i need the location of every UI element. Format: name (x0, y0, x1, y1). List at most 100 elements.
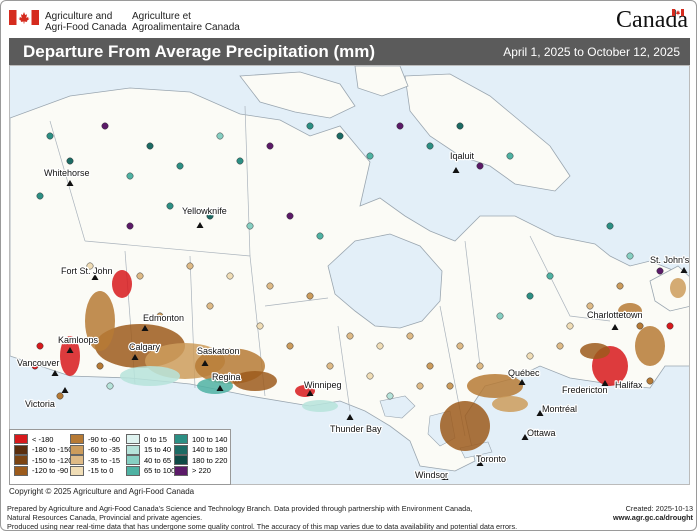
source-url[interactable]: www.agr.gc.ca/drought (612, 513, 693, 522)
footer-credits: Prepared by Agriculture and Agri-Food Ca… (7, 504, 518, 531)
city-marker-icon (476, 460, 484, 466)
precipitation-region (60, 336, 80, 376)
city-saskatoon: Saskatoon (196, 345, 241, 366)
station-markers (31, 122, 674, 400)
legend-column: 100 to 140 140 to 180 180 to 220 > 220 (174, 434, 227, 476)
city-kamloops: Kamloops (57, 334, 100, 353)
legend-item: 65 to 100 (126, 465, 176, 477)
city-label: Calgary (129, 342, 161, 352)
city-qu-bec: Québec (507, 367, 541, 385)
station-marker (406, 332, 414, 340)
legend-column: 0 to 15 15 to 40 40 to 65 65 to 100 (126, 434, 175, 476)
legend-item: -15 to 0 (70, 465, 120, 477)
city-marker-icon (518, 379, 526, 385)
station-marker (206, 212, 214, 220)
city-regina: Regina (211, 371, 242, 391)
legend-label: 180 to 220 (192, 455, 228, 465)
legend-swatch (70, 465, 84, 476)
city-edmonton: Edmonton (141, 312, 185, 331)
legend-item: 40 to 65 (126, 455, 175, 466)
city-marker-icon (201, 360, 209, 366)
city-label: St. John's (650, 255, 690, 265)
city-marker-icon (452, 167, 460, 173)
city-fredericton: Fredericton (561, 384, 609, 396)
station-marker (206, 302, 214, 310)
legend-label: 65 to 100 (144, 466, 176, 476)
city-label: Iqaluit (450, 151, 475, 161)
station-marker (586, 302, 594, 310)
legend-swatch (14, 455, 28, 466)
city-marker-icon (66, 347, 74, 353)
station-marker (396, 122, 404, 130)
station-marker (256, 322, 264, 330)
station-marker (36, 342, 44, 350)
station-marker (246, 222, 254, 230)
precipitation-region (467, 374, 523, 398)
city-label: Fredericton (562, 385, 608, 395)
map-title: Departure From Average Precipitation (mm… (23, 42, 376, 61)
station-marker (106, 382, 114, 390)
city-fort-st-john: Fort St. John (60, 265, 114, 280)
station-marker (336, 132, 344, 140)
legend-label: -180 to -150 (32, 445, 73, 455)
city-marker-icon (576, 387, 584, 393)
legend-label: -35 to -15 (88, 455, 121, 465)
precipitation-region (440, 401, 490, 451)
city-marker-icon (51, 370, 59, 376)
precipitation-region (618, 303, 642, 319)
station-marker (216, 132, 224, 140)
city-marker-icon (141, 325, 149, 331)
precipitation-region (635, 326, 665, 366)
station-marker (476, 162, 484, 170)
copyright: Copyright © 2025 Agriculture and Agri-Fo… (9, 487, 195, 496)
date-range: April 1, 2025 to October 12, 2025 (503, 45, 680, 59)
station-marker (226, 272, 234, 280)
arctic-island (239, 71, 356, 119)
department-name-fr: Agriculture et Agroalimentaire Canada (132, 11, 240, 33)
legend-label: 140 to 180 (192, 445, 228, 455)
station-marker (36, 192, 44, 200)
city-label: Victoria (25, 399, 55, 409)
station-marker (136, 272, 144, 280)
station-marker (506, 152, 514, 160)
station-marker (366, 152, 374, 160)
station-marker (286, 342, 294, 350)
city-vancouver: Vancouver (16, 357, 61, 376)
city-marker-icon (680, 267, 688, 273)
station-marker (46, 132, 54, 140)
legend-item: -35 to -15 (70, 455, 120, 466)
legend-label: -15 to 0 (88, 466, 114, 476)
city-label: Montréal (542, 404, 577, 414)
legend-label: 40 to 65 (144, 455, 172, 465)
city-marker-icon (346, 414, 354, 420)
station-marker (456, 342, 464, 350)
legend-swatch (70, 434, 84, 445)
canada-flag-icon (9, 10, 39, 25)
city-marker-icon (196, 222, 204, 228)
station-marker (326, 362, 334, 370)
legend-column: -90 to -60 -60 to -35 -35 to -15 -15 to 0 (70, 434, 120, 476)
city-yellowknife: Yellowknife (181, 205, 228, 228)
station-marker (286, 212, 294, 220)
legend-swatch (126, 434, 140, 445)
station-marker (156, 312, 164, 320)
legend-swatch (174, 465, 188, 476)
city-whitehorse: Whitehorse (43, 167, 91, 186)
legend-item: 180 to 220 (174, 455, 227, 466)
station-marker (266, 142, 274, 150)
station-marker (556, 342, 564, 350)
precipitation-region (670, 278, 686, 298)
legend: < -180 -180 to -150 -150 to -120 -120 to -9… (9, 429, 231, 485)
station-marker (526, 292, 534, 300)
station-marker (656, 267, 664, 275)
precipitation-regions (60, 270, 686, 451)
station-marker (31, 362, 39, 370)
precipitation-map: Whitehorse Yellowknife Iqaluit Fort St. Joh… (9, 65, 690, 485)
station-marker (626, 252, 634, 260)
city-marker-icon (521, 434, 529, 440)
map-canvas: Whitehorse Yellowknife Iqaluit Fort St. Joh… (10, 66, 690, 484)
station-marker (456, 122, 464, 130)
station-marker (606, 222, 614, 230)
precipitation-region (112, 270, 132, 298)
